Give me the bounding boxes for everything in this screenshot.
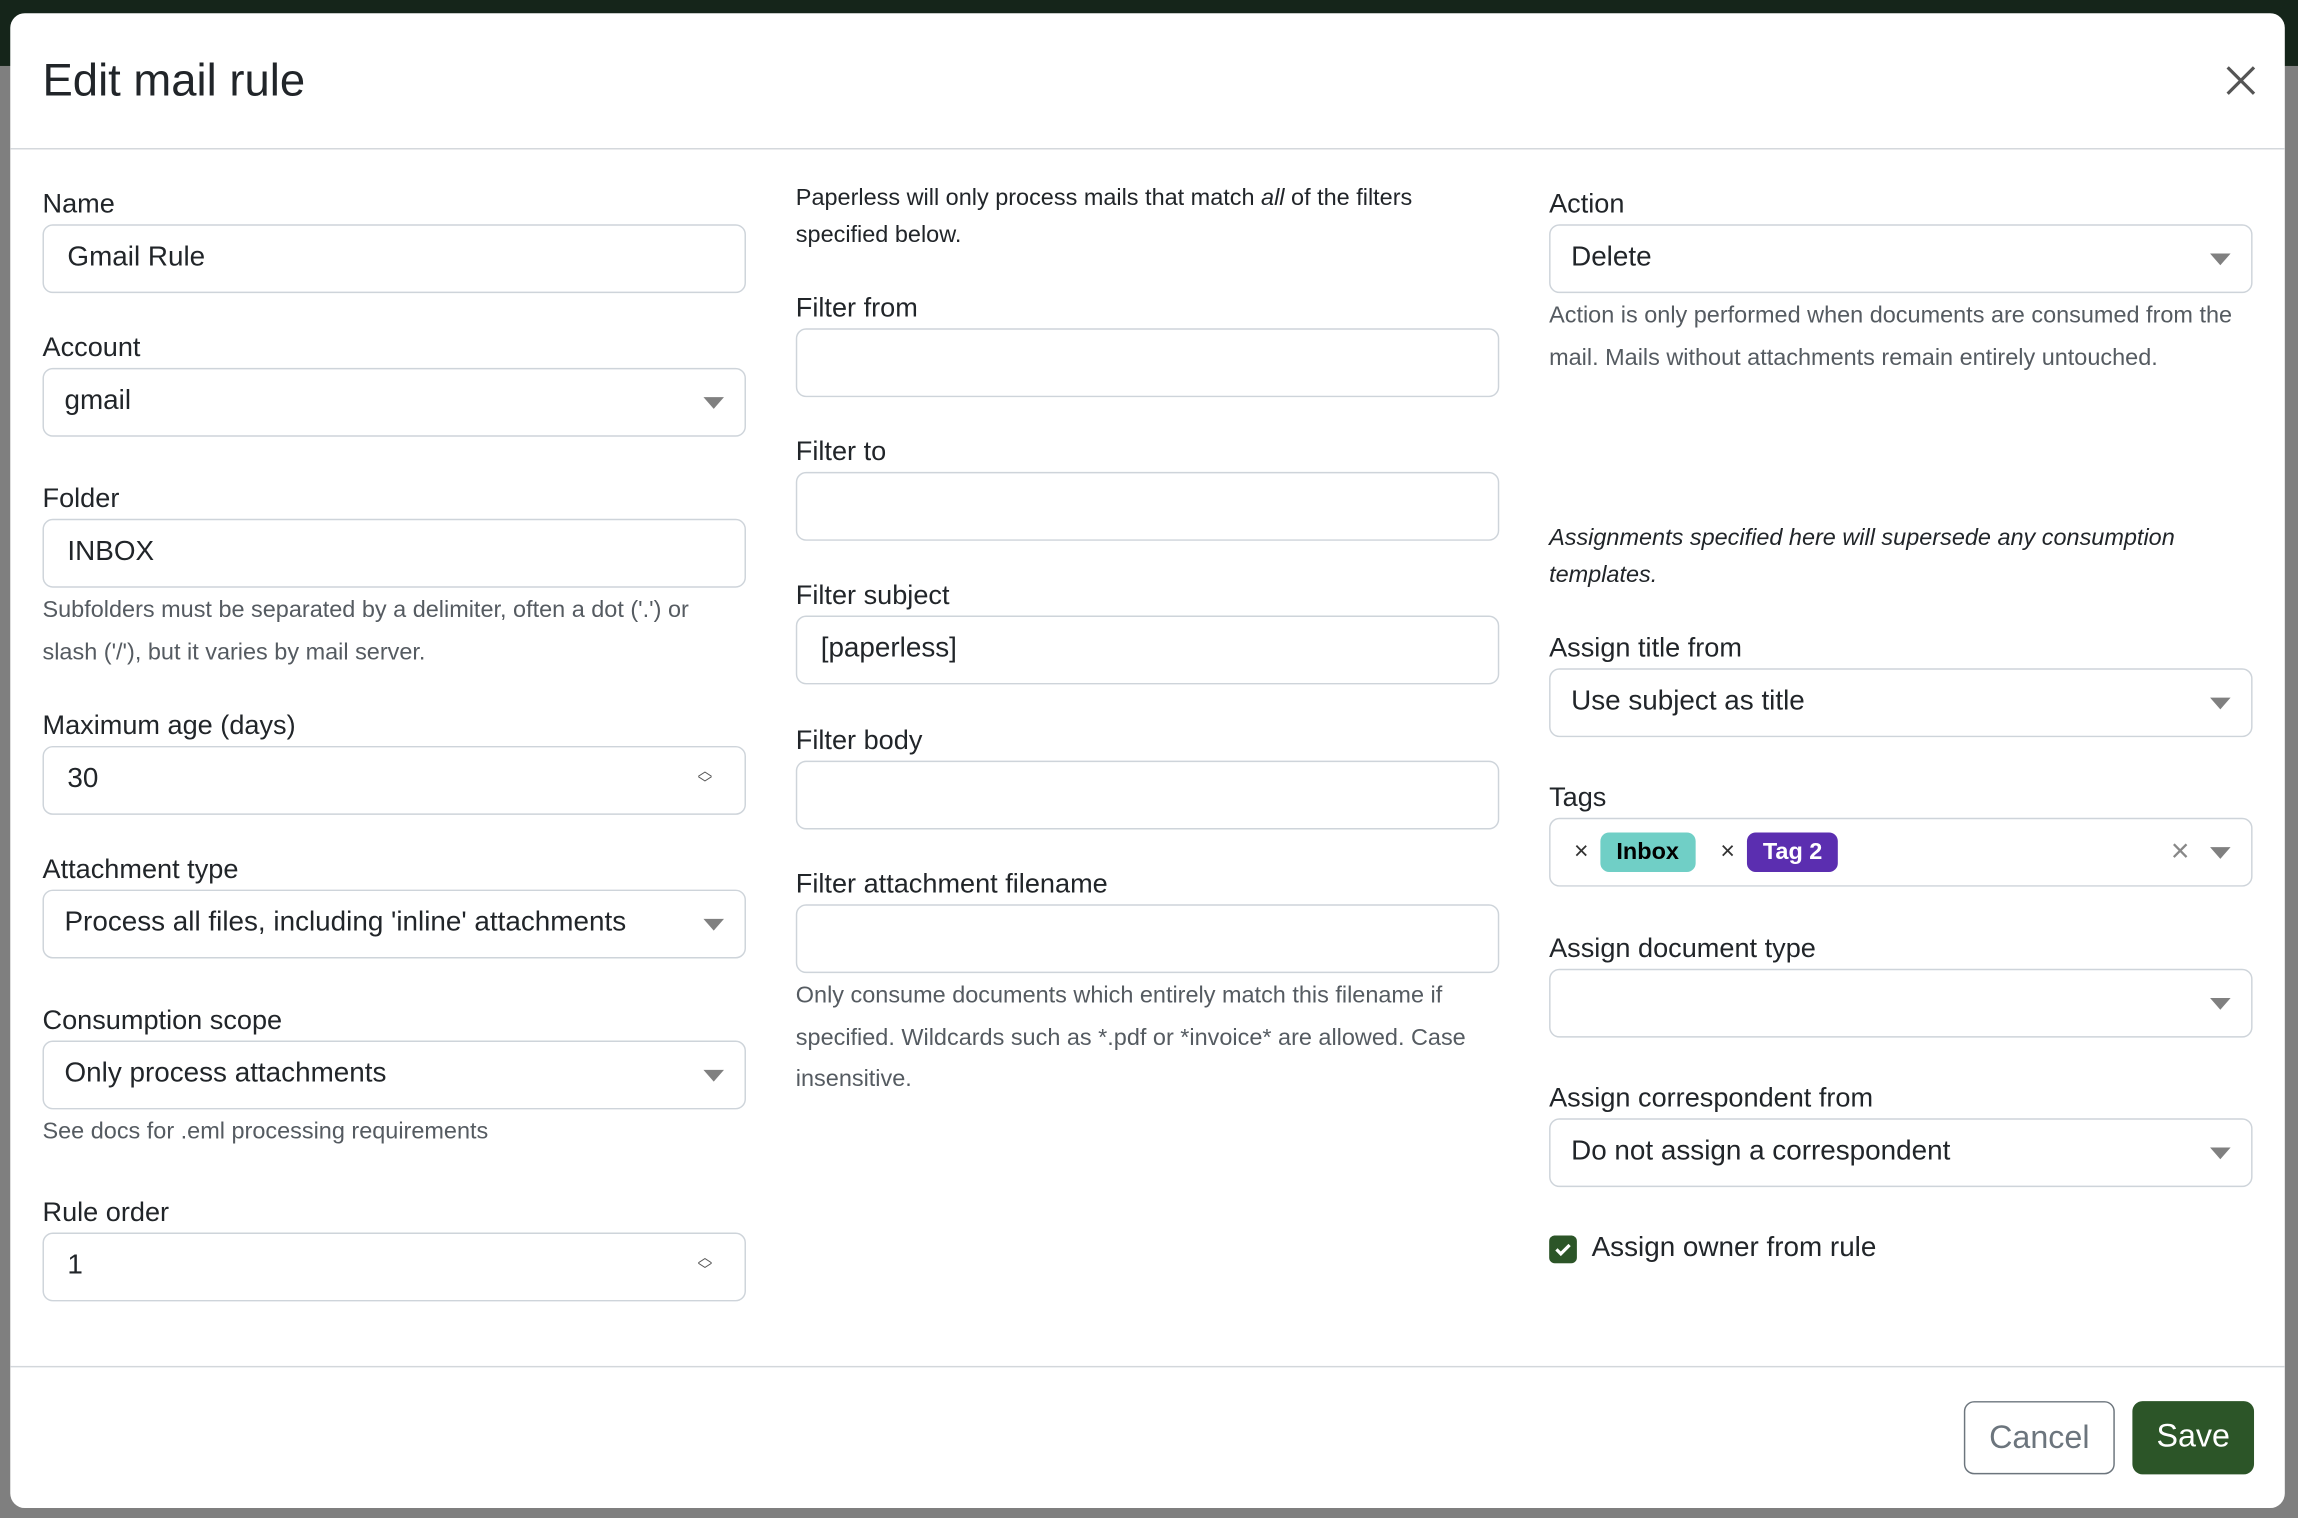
- spinner-icon[interactable]: ︿ ﹀: [697, 1250, 713, 1280]
- account-field: Account gmail: [42, 327, 746, 437]
- folder-help: Subfolders must be separated by a delimi…: [42, 597, 689, 665]
- filters-intro: Paperless will only process mails that m…: [796, 182, 1499, 254]
- folder-label: Folder: [42, 482, 120, 513]
- close-icon[interactable]: [2220, 60, 2261, 101]
- filter-attachment-field: Filter attachment filename Only consume …: [795, 863, 1500, 1101]
- name-label: Name: [42, 187, 115, 219]
- action-label: Action: [1549, 187, 1625, 219]
- filter-subject-label: Filter subject: [795, 578, 950, 610]
- assign-correspondent-value: Do not assign a correspondent: [1571, 1135, 1951, 1167]
- filter-body-field: Filter body: [795, 720, 1500, 830]
- assign-owner-checkbox-row[interactable]: Assign owner from rule: [1549, 1231, 1876, 1266]
- max-age-input[interactable]: 30 ︿ ﹀: [42, 745, 746, 815]
- filter-from-field: Filter from: [795, 287, 1500, 398]
- consumption-scope-value: Only process attachments: [64, 1058, 387, 1089]
- assign-doc-type-label: Assign document type: [1549, 932, 1816, 963]
- assign-correspondent-select[interactable]: Do not assign a correspondent: [1549, 1118, 2253, 1188]
- folder-field: Folder INBOX Subfolders must be separate…: [42, 478, 746, 674]
- tags-select[interactable]: × Inbox × Tag 2 ×: [1549, 817, 2253, 887]
- filter-to-label: Filter to: [795, 435, 887, 467]
- chevron-down-icon: [2210, 1147, 2231, 1160]
- attachment-type-value: Process all files, including 'inline' at…: [64, 907, 627, 938]
- max-age-label: Maximum age (days): [42, 709, 296, 741]
- assign-title-field: Assign title from Use subject as title: [1549, 627, 2253, 738]
- chevron-down-icon: [2210, 998, 2231, 1010]
- footer-divider: [10, 1365, 2285, 1368]
- remove-tag-icon[interactable]: ×: [1720, 836, 1735, 865]
- filter-to-input[interactable]: [795, 471, 1500, 541]
- assign-title-value: Use subject as title: [1571, 685, 1805, 717]
- assign-title-label: Assign title from: [1549, 631, 1742, 663]
- assign-title-select[interactable]: Use subject as title: [1549, 668, 2253, 738]
- consumption-scope-label: Consumption scope: [42, 1003, 283, 1035]
- filter-subject-field: Filter subject [paperless]: [795, 574, 1500, 685]
- chevron-down-icon: [703, 397, 724, 409]
- action-value: Delete: [1571, 241, 1652, 273]
- chevron-down-icon: [2210, 253, 2231, 266]
- filter-body-input[interactable]: [795, 760, 1500, 830]
- tags-field: Tags × Inbox × Tag 2 ×: [1549, 777, 2253, 887]
- filter-from-input[interactable]: [795, 328, 1500, 398]
- intro-text-end: of the filters specified below.: [795, 186, 1413, 247]
- attachment-type-label: Attachment type: [42, 852, 239, 884]
- header-divider: [10, 148, 2285, 150]
- chevron-down-icon: [703, 1069, 724, 1082]
- intro-emphasis: all: [1261, 186, 1285, 212]
- name-input[interactable]: Gmail Rule: [42, 224, 746, 294]
- filter-attachment-help: Only consume documents which entirely ma…: [795, 983, 1466, 1092]
- name-field: Name Gmail Rule: [42, 183, 746, 294]
- tags-label: Tags: [1549, 781, 1607, 812]
- action-field: Action Delete Action is only performed w…: [1549, 183, 2253, 379]
- assignments-note: Assignments specified here will supersed…: [1549, 526, 2175, 587]
- attachment-type-select[interactable]: Process all files, including 'inline' at…: [42, 889, 746, 959]
- chevron-down-icon: [2210, 697, 2231, 710]
- intro-text: Paperless will only process mails that m…: [795, 186, 1262, 212]
- rule-order-input[interactable]: 1 ︿ ﹀: [42, 1232, 746, 1302]
- assign-correspondent-label: Assign correspondent from: [1549, 1081, 1874, 1113]
- filter-to-field: Filter to: [795, 431, 1500, 541]
- rule-order-value: 1: [67, 1250, 83, 1281]
- dialog-title: Edit mail rule: [42, 54, 306, 106]
- cancel-button[interactable]: Cancel: [1963, 1401, 2115, 1475]
- consumption-scope-field: Consumption scope Only process attachmen…: [42, 1000, 746, 1155]
- action-select[interactable]: Delete: [1549, 224, 2253, 294]
- assign-doc-type-field: Assign document type: [1549, 928, 2253, 1038]
- consumption-scope-select[interactable]: Only process attachments: [42, 1040, 746, 1110]
- remove-tag-icon[interactable]: ×: [1574, 836, 1589, 865]
- tag-badge-tag-2: Tag 2: [1746, 831, 1839, 872]
- assign-doc-type-select[interactable]: [1549, 968, 2253, 1038]
- save-button[interactable]: Save: [2132, 1401, 2255, 1475]
- filter-attachment-input[interactable]: [795, 904, 1500, 974]
- rule-order-field: Rule order 1 ︿ ﹀: [42, 1192, 746, 1302]
- max-age-field: Maximum age (days) 30 ︿ ﹀: [42, 705, 746, 815]
- rule-order-label: Rule order: [42, 1195, 170, 1227]
- consumption-scope-help: See docs for .eml processing requirement…: [42, 1119, 489, 1145]
- filter-from-label: Filter from: [795, 291, 918, 323]
- account-value: gmail: [64, 385, 132, 417]
- chevron-down-icon: [703, 918, 724, 931]
- filter-body-label: Filter body: [795, 723, 923, 755]
- clear-all-icon[interactable]: ×: [2170, 832, 2190, 870]
- chevron-down-icon: [2210, 847, 2231, 859]
- edit-mail-rule-dialog: Edit mail rule Name Gmail Rule Account g…: [10, 13, 2285, 1509]
- account-select[interactable]: gmail: [42, 367, 746, 437]
- account-label: Account: [42, 331, 141, 362]
- max-age-value: 30: [67, 763, 99, 795]
- tag-badge-inbox: Inbox: [1600, 831, 1696, 872]
- action-help: Action is only performed when documents …: [1549, 303, 2233, 371]
- folder-input[interactable]: INBOX: [42, 518, 746, 588]
- assign-correspondent-field: Assign correspondent from Do not assign …: [1549, 1077, 2253, 1188]
- filter-attachment-label: Filter attachment filename: [795, 867, 1108, 899]
- assign-owner-label: Assign owner from rule: [1591, 1232, 1877, 1264]
- filter-subject-input[interactable]: [paperless]: [795, 615, 1500, 685]
- checkbox-checked-icon[interactable]: [1549, 1234, 1577, 1263]
- attachment-type-field: Attachment type Process all files, inclu…: [42, 849, 746, 959]
- spinner-icon[interactable]: ︿ ﹀: [697, 763, 713, 793]
